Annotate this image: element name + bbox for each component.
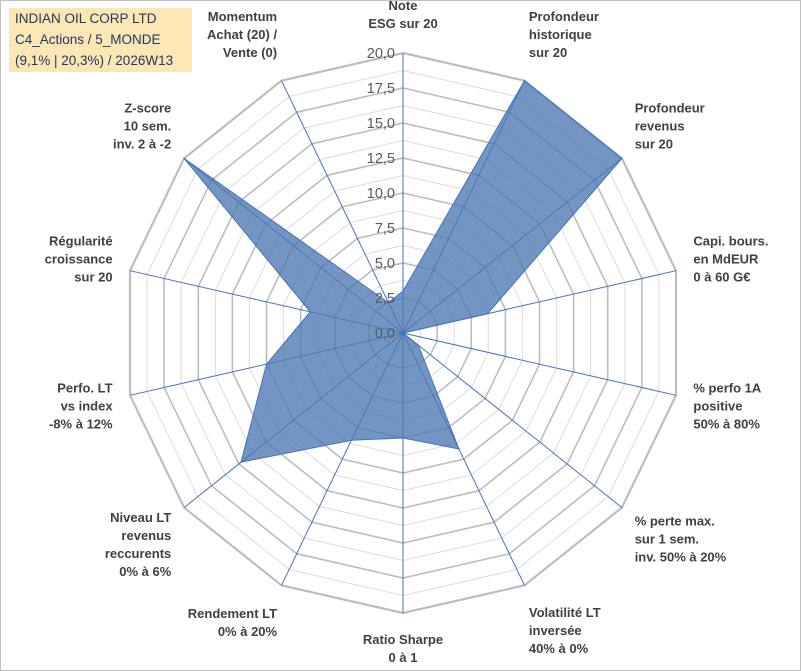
axis-label: Niveau LT revenus reccurents 0% à 6%	[105, 510, 172, 579]
data-point	[350, 439, 353, 442]
data-point	[265, 363, 268, 366]
tick-label: 2,5	[375, 291, 395, 307]
axis-label: Régularité croissance sur 20	[45, 233, 113, 284]
data-point	[402, 332, 404, 334]
portfolio-name: C4_Actions / 5_MONDE	[15, 32, 161, 47]
data-point	[240, 461, 242, 464]
stats-line: (9,1% | 20,3%) / 2026W13	[15, 53, 174, 68]
tick-label: 0,0	[375, 326, 395, 342]
data-point	[183, 157, 185, 160]
data-point	[402, 437, 404, 439]
data-point	[402, 290, 404, 292]
tick-label: 10,0	[367, 186, 395, 202]
tick-label: 15,0	[367, 116, 395, 132]
axis-label: Profondeur historique sur 20	[529, 9, 599, 60]
axis-label: Z-score 10 sem. inv. 2 à -2	[113, 101, 171, 152]
axis-label: Perfo. LT vs index -8% à 12%	[49, 381, 113, 432]
data-point	[417, 344, 420, 347]
tick-label: 12,5	[367, 151, 395, 167]
axis-label: % perte max. sur 1 sem. inv. 50% à 20%	[635, 513, 727, 564]
axis-label: % perfo 1A positive 50% à 80%	[693, 381, 762, 432]
tick-label: 17,5	[367, 81, 395, 97]
axis-label: Momentum Achat (20) / Vente (0)	[207, 9, 277, 60]
tick-label: 20,0	[367, 46, 395, 62]
axis-label: Rendement LT 0% à 20%	[188, 606, 278, 639]
axis-spoke	[402, 332, 623, 508]
data-point	[309, 311, 312, 313]
data-point	[486, 312, 489, 315]
axis-label: Profondeur revenus sur 20	[635, 101, 705, 152]
tick-label: 7,5	[375, 221, 395, 237]
info-box: INDIAN OIL CORP LTD C4_Actions / 5_MONDE…	[9, 8, 192, 72]
axis-spoke	[402, 332, 677, 396]
axis-label: Ratio Sharpe 0 à 1	[363, 632, 443, 665]
data-point	[458, 448, 460, 450]
data-point	[621, 157, 623, 160]
axis-label: Note ESG sur 20	[368, 0, 437, 31]
company-name: INDIAN OIL CORP LTD	[15, 11, 157, 26]
axis-label: Volatilité LT inversée 40% à 0%	[529, 605, 601, 656]
tick-label: 5,0	[375, 256, 395, 272]
data-point	[523, 79, 526, 82]
data-point	[387, 301, 390, 304]
axis-label: Capi. bours. en MdEUR 0 à 60 G€	[693, 233, 768, 284]
axis-spoke	[281, 80, 404, 334]
